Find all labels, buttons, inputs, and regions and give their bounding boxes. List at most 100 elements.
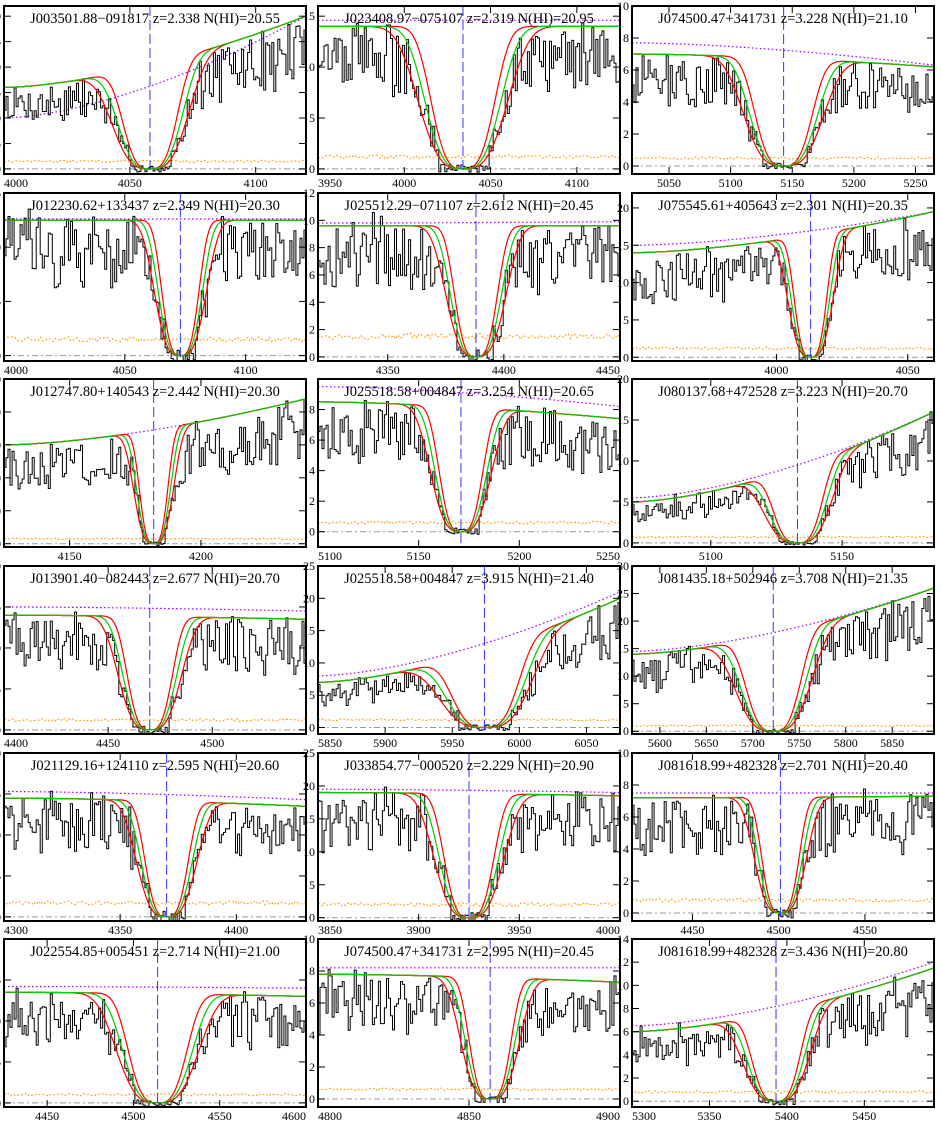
y-tick-label: 0 [623,536,629,550]
panel-title: J081618.99+482328 z=2.701 N(HI)=20.40 [658,758,908,774]
x-tick-label: 5100 [719,176,743,190]
error-spectrum [632,535,934,539]
spectrum-panel-11: 5850 5900 5950 6000 6050 0 5 10 15 20 25 J025518.58… [303,559,621,750]
fit-upper-curve [318,401,620,533]
fit-lower-curve [632,53,934,167]
y-tick-label: 15 [0,86,1,100]
fit-best-curve [632,795,934,914]
fit-best-curve [632,411,934,544]
panel-frame [3,752,307,922]
x-tick-label: 4550 [853,923,877,937]
panel-title: J081435.18+502946 z=3.708 N(HI)=21.35 [658,571,908,587]
panel-frame [3,378,307,548]
fit-lower-curve [632,411,934,544]
x-tick-label: 5700 [741,736,765,750]
y-tick-label: 20 [0,746,1,760]
x-tick-label: 5350 [697,1109,721,1123]
y-tick-label: 25 [617,587,629,601]
y-tick-label: 15 [303,624,315,638]
y-tick-label: 4 [309,464,315,478]
panel-title: J023408.97−075107 z=2.319 N(HI)=20.95 [344,11,594,27]
panel-frame [3,5,307,175]
x-tick-label: 5950 [440,736,464,750]
y-tick-label: 4 [623,1048,629,1062]
x-tick-label: 5850 [318,736,342,750]
fit-best-curve [4,797,306,918]
x-tick-label: 3950 [318,176,342,190]
error-spectrum [4,537,306,541]
y-tick-label: 0 [309,162,315,176]
panel-frame [631,752,935,922]
x-tick-label: 4400 [492,363,516,377]
y-tick-label: 10 [617,276,629,290]
y-tick-label: 10 [617,669,629,683]
panel-title: J075545.61+405643 z=2.301 N(HI)=20.35 [658,198,908,214]
y-tick-label: 30 [0,9,1,23]
spectrum-panel-1: 4000 4050 4100 0 5 10 15 20 25 30 J003501.88−09181… [0,5,307,190]
fit-upper-curve [632,587,934,732]
panel-frame [317,192,621,362]
panel-frame [631,192,935,362]
panel-frame [3,565,307,735]
y-tick-label: 12 [617,955,629,969]
x-tick-label: 3950 [507,923,531,937]
error-spectrum [318,520,620,525]
error-spectrum [4,159,306,164]
y-tick-label: 2 [623,874,629,888]
error-spectrum [632,1089,934,1094]
panel-frame [317,752,621,922]
fit-lower-curve [632,967,934,1102]
fit-best-curve [4,219,306,357]
observed-spectrum [318,400,620,535]
x-tick-label: 5100 [699,549,723,563]
x-tick-label: 4300 [4,923,28,937]
continuum-curve [632,42,934,66]
fit-lower-curve [4,398,306,545]
observed-spectrum [318,968,620,1103]
x-tick-label: 4450 [680,923,704,937]
panel-title: J080137.68+472528 z=3.223 N(HI)=20.70 [658,384,908,400]
y-tick-label: 6 [623,810,629,824]
y-tick-label: 2 [309,323,315,337]
continuum-curve [632,211,934,246]
y-tick-label: 10 [0,641,1,655]
spectrum-panel-4: 4000 4050 4100 0 5 10 15 J012230.62+133437 z=2.… [0,186,307,377]
y-tick-label: 0 [623,159,629,173]
panel-frame [3,192,307,362]
error-spectrum [318,718,620,722]
panel-title: J025518.58+004847 z=3.254 N(HI)=20.65 [344,384,594,400]
panel-frame [631,938,935,1108]
y-tick-label: 15 [0,787,1,801]
x-tick-label: 5650 [694,736,718,750]
observed-spectrum [4,987,306,1107]
observed-spectrum [632,976,934,1106]
y-tick-label: 20 [617,372,629,386]
y-tick-label: 0 [0,723,1,737]
panel-title: J013901.40−082443 z=2.677 N(HI)=20.70 [30,571,280,587]
x-tick-label: 5850 [880,736,904,750]
y-tick-label: 0 [0,537,1,551]
y-tick-label: 4 [623,95,629,109]
continuum-curve [632,587,934,652]
x-tick-label: 4850 [457,1109,481,1123]
y-tick-label: 0 [0,910,1,924]
fit-lower-curve [4,991,306,1104]
y-tick-label: 5 [623,697,629,711]
x-tick-label: 5100 [318,549,342,563]
fit-best-curve [632,967,934,1102]
error-spectrum [632,724,934,728]
y-tick-label: 2 [309,1060,315,1074]
fit-best-curve [318,25,620,170]
y-tick-label: 12 [303,186,315,200]
observed-spectrum [318,212,620,361]
continuum-curve [4,985,306,989]
x-tick-label: 4000 [4,363,28,377]
x-tick-label: 4100 [244,176,268,190]
panel-title: J081618.99+482328 z=3.436 N(HI)=20.80 [658,944,908,960]
continuum-curve [318,221,620,224]
continuum-curve [318,591,620,677]
x-tick-label: 4800 [318,1109,342,1123]
x-tick-label: 4050 [479,176,503,190]
fit-lower-curve [4,219,306,357]
y-tick-label: 0 [309,911,315,925]
